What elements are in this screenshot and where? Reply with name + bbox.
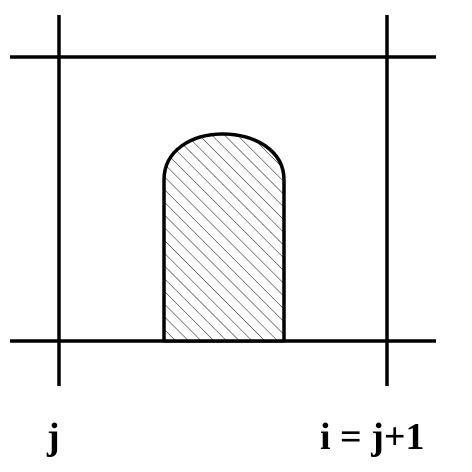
label-i-equals-j-plus-1: i = j+1	[320, 416, 425, 458]
label-j: j	[46, 416, 60, 458]
hatched-bump-region	[162, 132, 286, 343]
